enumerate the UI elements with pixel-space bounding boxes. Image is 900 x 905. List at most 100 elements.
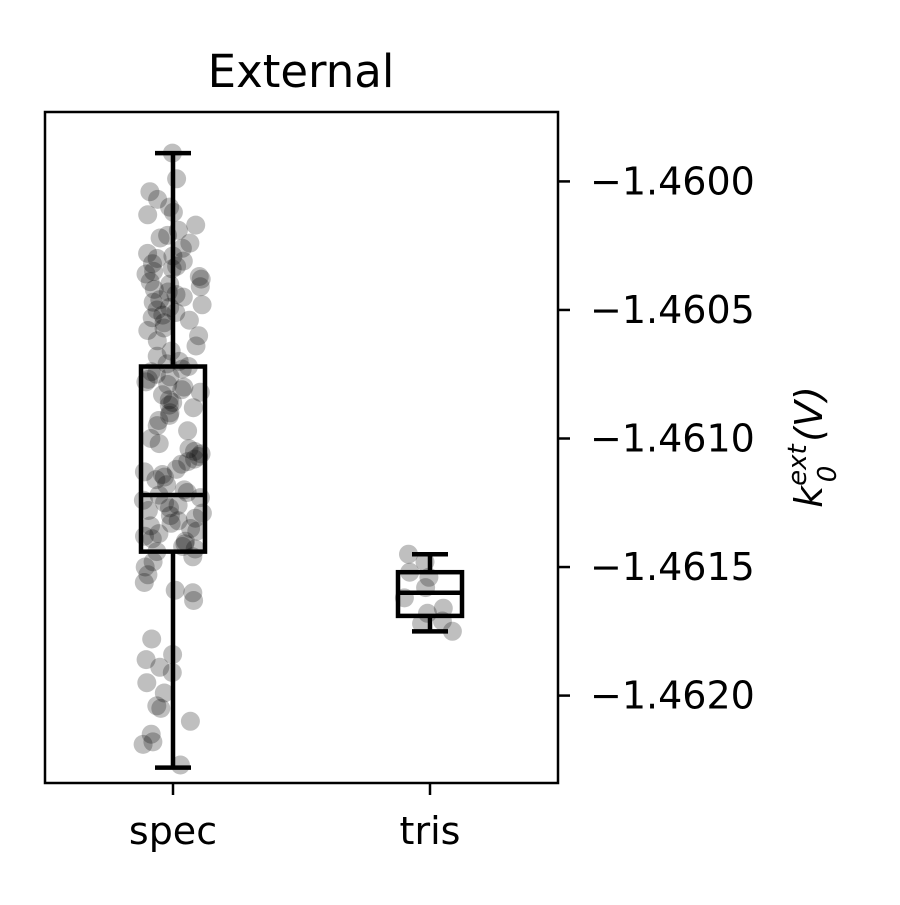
y-axis-label-base: k <box>787 484 831 508</box>
data-point-spec <box>175 531 195 551</box>
y-axis-label-subscript: 0 <box>813 466 843 483</box>
data-point-spec <box>137 673 157 693</box>
data-point-spec <box>138 205 158 225</box>
y-axis-label: kext0 (V) <box>783 386 843 508</box>
data-point-spec <box>138 565 158 585</box>
data-point-spec <box>142 629 162 649</box>
data-point-spec <box>160 403 180 423</box>
data-point-spec <box>185 441 204 461</box>
data-point-spec <box>143 254 162 274</box>
data-point-spec <box>140 182 160 202</box>
data-point-spec <box>191 269 211 289</box>
y-axis: −1.4600 −1.4605 −1.4610 −1.4615 −1.4620 <box>558 159 755 718</box>
data-point-spec <box>144 261 164 281</box>
y-tick-label: −1.4600 <box>590 159 755 203</box>
data-point-spec <box>138 369 158 389</box>
data-point-spec <box>186 336 206 356</box>
data-point-spec <box>168 511 188 531</box>
data-point-spec <box>163 393 183 412</box>
data-point-spec <box>186 215 206 235</box>
data-point-spec <box>172 238 192 258</box>
data-point-spec <box>180 233 200 253</box>
data-point-spec <box>141 516 160 536</box>
data-point-spec <box>155 493 175 513</box>
data-point-spec <box>190 277 210 297</box>
data-point-spec <box>147 249 167 268</box>
data-point-spec <box>150 657 170 677</box>
data-point-tris <box>433 598 453 618</box>
data-point-spec <box>184 591 204 610</box>
x-tick-label: spec <box>129 809 217 853</box>
data-point-spec <box>181 519 201 538</box>
data-point-tris <box>412 614 432 634</box>
x-tick-label: tris <box>400 809 461 853</box>
data-point-spec <box>147 416 167 436</box>
y-axis-label-suffix: (V) <box>787 386 831 442</box>
data-point-spec <box>152 465 172 484</box>
data-point-spec <box>141 724 161 744</box>
data-point-spec <box>160 498 179 518</box>
data-point-spec <box>148 189 168 209</box>
data-point-spec <box>142 308 162 328</box>
data-point-spec <box>183 398 203 418</box>
data-point-spec <box>159 390 179 410</box>
data-point-spec <box>136 650 156 670</box>
data-point-tris <box>399 544 418 564</box>
data-point-spec <box>135 557 155 577</box>
data-point-spec <box>172 380 192 400</box>
data-point-spec <box>178 421 198 441</box>
data-point-spec <box>149 411 169 430</box>
data-point-spec <box>149 524 169 544</box>
data-point-spec <box>154 318 174 338</box>
data-point-spec <box>160 367 180 387</box>
data-point-spec <box>179 439 199 459</box>
scatter-points <box>133 143 462 775</box>
y-tick-label: −1.4605 <box>590 288 755 332</box>
data-point-spec <box>147 346 167 366</box>
data-point-spec <box>147 696 167 716</box>
box-spec <box>138 150 208 770</box>
data-point-spec <box>153 385 172 405</box>
data-point-spec <box>189 267 209 286</box>
data-point-spec <box>154 467 174 487</box>
data-point-spec <box>138 501 158 520</box>
data-point-spec <box>189 326 209 346</box>
data-point-spec <box>185 508 205 528</box>
data-point-spec <box>146 470 166 490</box>
data-point-spec <box>136 264 156 284</box>
data-point-spec <box>140 272 160 292</box>
iqr-box-spec <box>138 364 208 554</box>
data-point-spec <box>171 454 191 474</box>
data-point-spec <box>138 243 158 263</box>
x-axis: spec tris <box>129 783 461 853</box>
data-point-spec <box>143 552 163 572</box>
data-point-spec <box>157 475 177 495</box>
data-point-spec <box>175 534 195 554</box>
chart-title: External <box>208 45 395 98</box>
data-point-spec <box>166 459 186 479</box>
data-point-spec <box>147 331 167 351</box>
data-point-spec <box>149 434 169 454</box>
data-point-spec <box>178 452 198 472</box>
boxes <box>138 150 465 770</box>
y-tick-label: −1.4615 <box>590 545 755 589</box>
data-point-spec <box>133 734 153 754</box>
data-point-spec <box>185 449 205 469</box>
data-point-spec <box>158 375 178 394</box>
box-tris <box>395 551 465 634</box>
data-point-spec <box>154 313 174 333</box>
data-point-spec <box>159 405 179 425</box>
data-point-spec <box>153 305 173 325</box>
data-point-spec <box>183 583 203 603</box>
data-point-spec <box>138 321 158 340</box>
data-point-spec <box>187 521 207 541</box>
data-point-spec <box>142 529 162 549</box>
data-point-spec <box>141 429 161 448</box>
y-tick-label: −1.4620 <box>590 674 755 718</box>
data-point-spec <box>167 169 187 189</box>
data-point-spec <box>147 300 167 320</box>
data-point-spec <box>173 251 193 271</box>
data-point-spec <box>161 513 181 533</box>
